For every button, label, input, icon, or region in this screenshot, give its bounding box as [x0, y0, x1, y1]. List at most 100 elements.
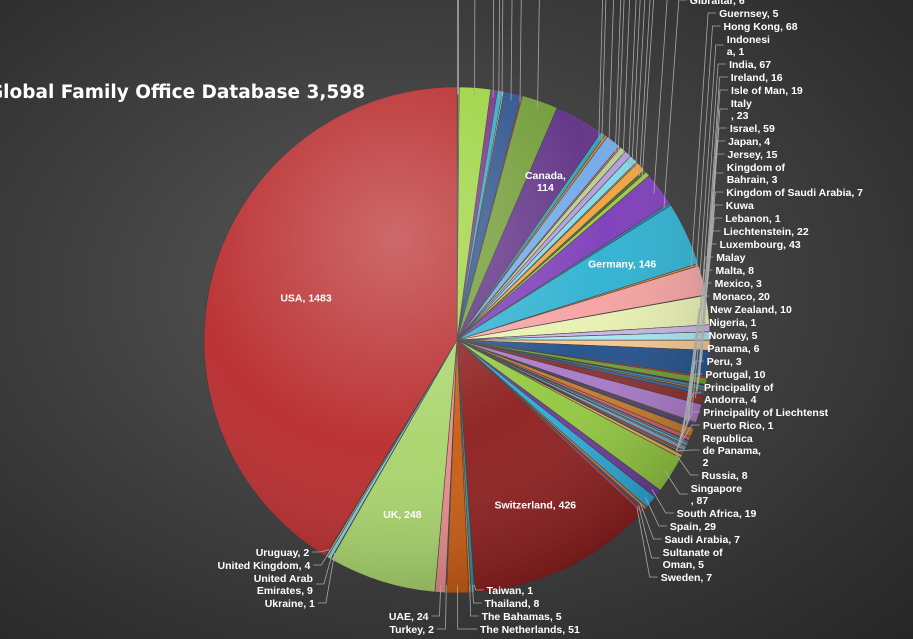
label-turkey: Turkey, 2 [389, 624, 434, 636]
label-peru: Peru, 3 [707, 356, 742, 368]
leader-puerto-rico [675, 424, 700, 451]
label-norway: Norway, 5 [709, 330, 758, 342]
leader-ukraine [317, 552, 336, 604]
label-malaysia: Malay [716, 252, 745, 264]
label-ireland: Ireland, 16 [731, 72, 783, 84]
label-sweden: Sweden, 7 [661, 572, 713, 584]
leader-spain [645, 497, 667, 527]
label-kingdom-of-bahrain: Kingdom of Bahrain, 3 [727, 162, 786, 186]
label-principality-of-andorra: Principality of Andorra, 4 [704, 382, 774, 406]
label-russia: Russia, 8 [702, 470, 748, 482]
leader-ireland [701, 76, 728, 329]
leader-lines-layer [312, 0, 728, 630]
label-usa: USA, 1483 [280, 293, 332, 305]
leader-sultanate-of-oman [638, 505, 660, 559]
label-taiwan: Taiwan, 1 [487, 585, 534, 597]
leader-guernsey [690, 12, 717, 267]
leader-estonia [639, 0, 651, 177]
leader-india [700, 63, 727, 311]
label-spain: Spain, 29 [670, 521, 716, 533]
leader-thailand [472, 584, 482, 604]
leader-sweden [636, 506, 658, 578]
leader-russia [674, 452, 699, 476]
label-united-kingdom: United Kingdom, 4 [218, 560, 311, 572]
label-thailand: Thailand, 8 [485, 598, 540, 610]
label-mexico: Mexico, 3 [715, 278, 762, 290]
leader-channel-islands [598, 0, 603, 140]
label-sultanate-of-oman: Sultanate of Oman, 5 [663, 547, 724, 571]
leader-bermuda [519, 0, 522, 103]
leader-france [653, 0, 668, 194]
label-guernsey: Guernsey, 5 [719, 8, 778, 20]
label-luxembourg: Luxembourg, 43 [720, 239, 801, 251]
label-indonesia: Indonesi a, 1 [727, 34, 770, 58]
label-kuwait: Kuwa [726, 200, 754, 212]
label-new-zealand: New Zealand, 10 [710, 304, 792, 316]
leader-brazil [537, 0, 540, 109]
label-singapore: Singapore, 87 [691, 483, 743, 507]
label-republica-de-panama: Republica de Panama, 2 [703, 433, 761, 469]
label-gibraltar: Gibraltar, 6 [690, 0, 745, 7]
leader-china [617, 0, 625, 156]
label-nigeria: Nigeria, 1 [709, 317, 756, 329]
leader-bahamas [498, 0, 500, 99]
leader-colombia [614, 0, 622, 153]
leader-taiwan [474, 584, 484, 591]
leader-singapore [664, 470, 688, 495]
label-the-bahamas: The Bahamas, 5 [482, 611, 562, 623]
label-lebanon: Lebanon, 1 [725, 213, 781, 225]
label-monaco: Monaco, 20 [713, 291, 770, 303]
label-italy: Italy, 23 [731, 98, 752, 122]
slices-layer [203, 86, 711, 594]
leader-isle-of-man [702, 89, 728, 337]
label-portugal: Portugal, 10 [705, 369, 765, 381]
leader-lebanon [696, 217, 723, 392]
leader-the-netherlands [457, 585, 477, 630]
leader-czech-republic [622, 0, 631, 160]
leader-south-africa [651, 489, 674, 514]
label-malta: Malta, 8 [716, 265, 755, 277]
leader-gibraltar [663, 0, 687, 209]
leader-australia [474, 0, 476, 96]
chart-title: Global Family Office Database 3,598 [0, 82, 365, 103]
label-israel: Israel, 59 [730, 123, 775, 135]
leader-chile [608, 0, 614, 148]
label-isle-of-man: Isle of Man, 19 [731, 85, 803, 97]
leader-cyprus [628, 0, 637, 165]
leader-saudi-arabia [639, 503, 662, 540]
leader-indonesia [698, 44, 724, 297]
leader-uruguay [312, 549, 330, 553]
leader-uae [431, 584, 442, 617]
label-liechtenstein: Liechtenstein, 22 [724, 226, 809, 238]
label-ukraine: Ukraine, 1 [265, 598, 315, 610]
label-india: India, 67 [729, 59, 771, 71]
label-japan: Japan, 4 [728, 136, 770, 148]
label-panama: Panama, 6 [708, 343, 760, 355]
leader-republica-de-panama [675, 449, 700, 452]
leader-dominican-republic [631, 0, 641, 168]
leader-denmark [635, 0, 646, 172]
label-united-arab-emirates: United Arab Emirates, 9 [254, 573, 313, 597]
label-south-africa: South Africa, 19 [677, 508, 757, 520]
label-germany: Germany, 146 [588, 258, 656, 270]
label-puerto-rico: Puerto Rico, 1 [703, 420, 774, 432]
label-principality-of-liechtenstein: Principality of Liechtenst [703, 407, 828, 419]
leader-principality-of-andorra [676, 392, 701, 449]
leader-united-kingdom [313, 549, 331, 566]
leader-principality-of-liechtenstein [676, 411, 701, 450]
leader-finland [641, 0, 655, 179]
leader-hong-kong [695, 25, 721, 283]
label-kingdom-of-saudi-arabia: Kingdom of Saudi Arabia, 7 [726, 187, 863, 199]
leader-the-bahamas [469, 585, 479, 617]
leader-portugal [678, 373, 703, 446]
leader-luxembourg [691, 243, 717, 412]
leader-cayman-islands [601, 0, 607, 142]
label-uruguay: Uruguay, 2 [256, 547, 310, 559]
leader-turkey [437, 585, 447, 630]
label-saudi-arabia: Saudi Arabia, 7 [665, 534, 741, 546]
label-hong-kong: Hong Kong, 68 [724, 21, 798, 33]
label-switzerland: Switzerland, 426 [494, 500, 576, 512]
leader-andorra [456, 0, 458, 95]
